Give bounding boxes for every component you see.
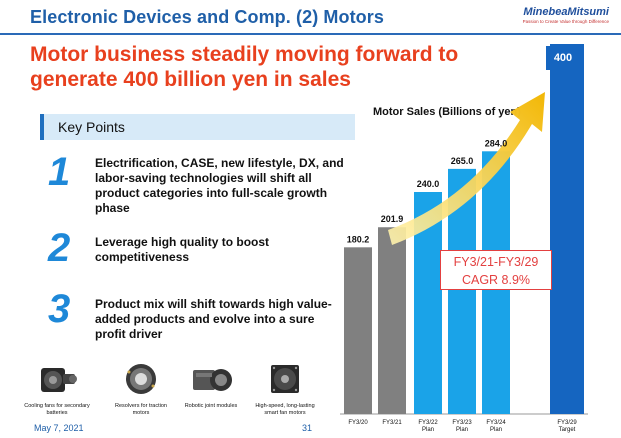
bar-value-label: 240.0 — [417, 179, 440, 189]
product-robotic-joint: Robotic joint modules — [178, 362, 244, 410]
cagr-callout: FY3/21-FY3/29 CAGR 8.9% — [440, 250, 552, 290]
cagr-value: CAGR 8.9% — [461, 273, 531, 287]
headline: Motor business steadily moving forward t… — [30, 43, 459, 91]
category-label: Plan — [456, 427, 468, 433]
category-label: FY3/21 — [382, 420, 402, 426]
point-number-3: 3 — [48, 287, 71, 331]
key-points-header: Key Points — [40, 114, 355, 140]
bar-fy3-21 — [378, 227, 406, 414]
category-label: FY3/29 — [557, 420, 577, 426]
fan-motor-icon — [271, 365, 299, 393]
target-value-badge: 400 — [546, 46, 580, 70]
product-label: Robotic joint modules — [184, 403, 238, 409]
category-label: FY3/24 — [486, 420, 506, 426]
header-divider — [0, 33, 621, 35]
category-label: Plan — [490, 427, 502, 433]
category-label: FY3/23 — [452, 420, 472, 426]
category-label: FY3/22 — [418, 420, 438, 426]
product-fan-motor: High-speed, long-lasting smart fan motor… — [248, 362, 322, 416]
brand-logo: MinebeaMitsumi Passion to Create Value t… — [523, 6, 609, 24]
product-label: High-speed, long-lasting smart fan motor… — [255, 403, 315, 416]
bar-value-label: 265.0 — [451, 156, 474, 166]
key-points-accent — [40, 114, 44, 140]
point-text-1: Electrification, CASE, new lifestyle, DX… — [95, 156, 344, 215]
category-label: FY3/20 — [348, 420, 368, 426]
bar-value-label: 284.0 — [485, 138, 508, 148]
resolver-icon — [126, 364, 156, 394]
product-cooling-fan: Cooling fans for secondary batteries — [22, 362, 92, 416]
cagr-period: FY3/21-FY3/29 — [453, 255, 539, 269]
brand-name: MinebeaMitsumi — [523, 6, 609, 18]
brand-tagline: Passion to Create Value through Differen… — [522, 19, 609, 24]
cooling-fan-icon — [41, 368, 77, 392]
robotic-joint-icon — [193, 369, 232, 391]
bar-fy3-29-target — [550, 44, 584, 414]
bar-fy3-20 — [344, 247, 372, 414]
point-number-2: 2 — [48, 226, 71, 270]
point-text-2: Leverage high quality to boost competiti… — [95, 235, 270, 264]
category-label: Plan — [422, 427, 434, 433]
point-number-1: 1 — [48, 150, 71, 194]
bar-value-label: 201.9 — [381, 214, 404, 224]
bar-value-label: 180.2 — [347, 234, 370, 244]
category-label: Target — [559, 427, 576, 433]
product-label: Resolvers for traction motors — [115, 403, 167, 416]
chart-title: Motor Sales (Billions of yen) — [373, 106, 521, 118]
growth-arrow — [388, 92, 545, 245]
product-resolver: Resolvers for traction motors — [108, 362, 174, 416]
page-number: 31 — [302, 423, 313, 433]
page-title: Electronic Devices and Comp. (2) Motors — [30, 7, 384, 27]
key-points-label: Key Points — [58, 119, 125, 135]
footer-date: May 7, 2021 — [34, 423, 84, 433]
point-text-3: Product mix will shift towards high valu… — [95, 297, 332, 341]
product-label: Cooling fans for secondary batteries — [24, 403, 90, 416]
